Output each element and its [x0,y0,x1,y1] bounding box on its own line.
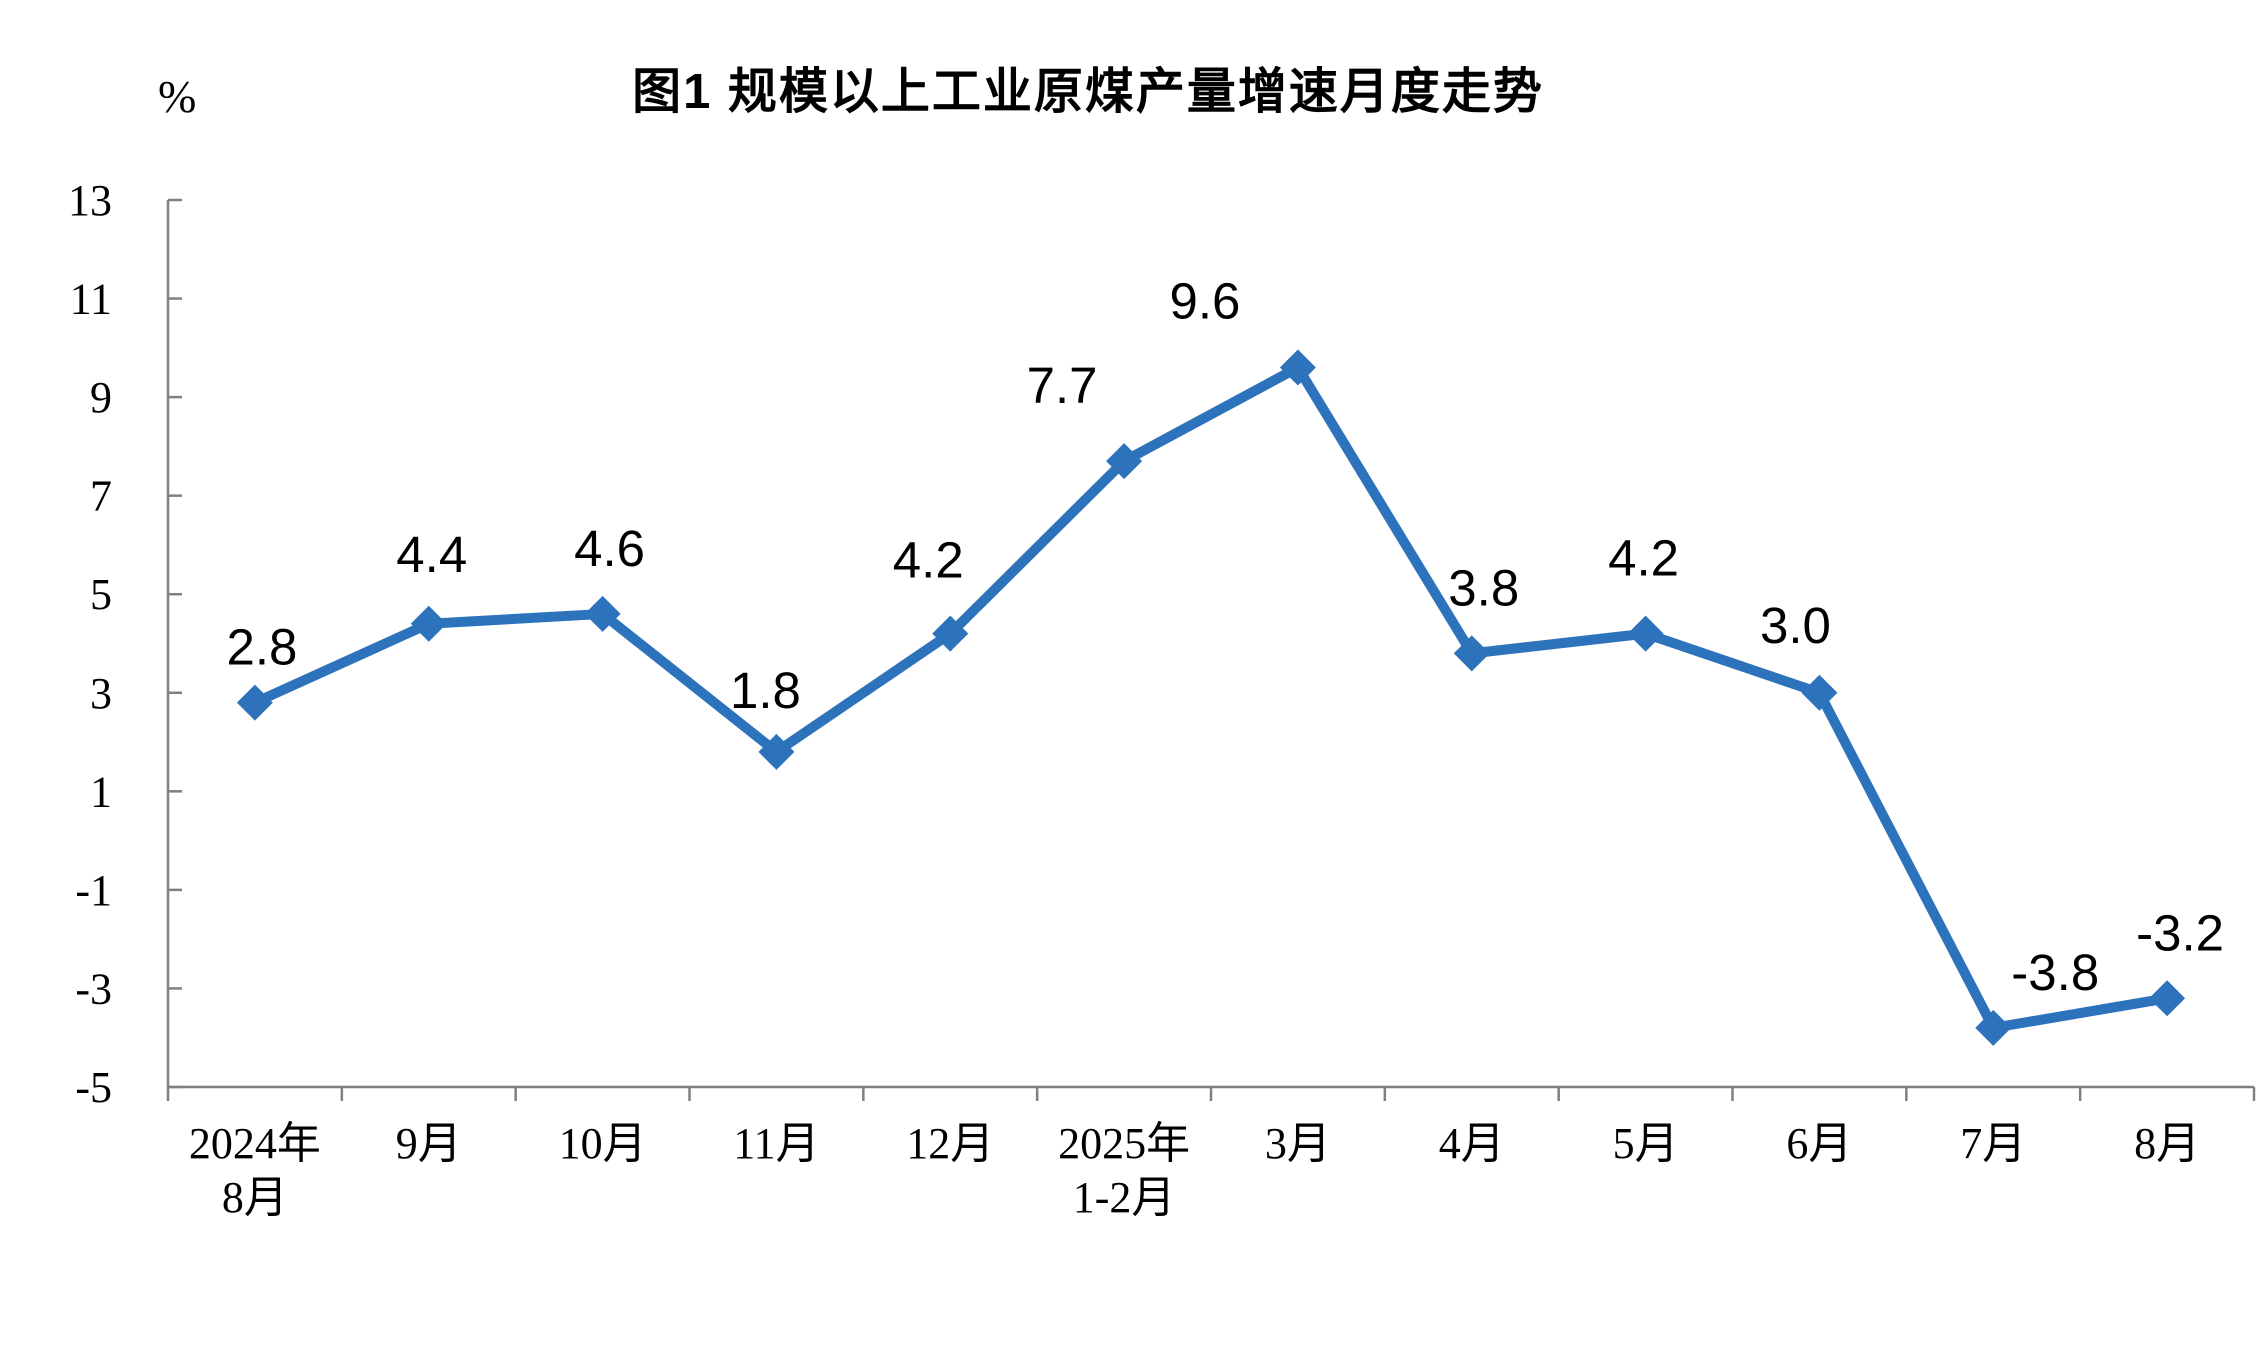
data-point-label: 1.8 [730,662,801,719]
x-tick-label: 9月 [396,1119,462,1168]
x-tick-label: 3月 [1265,1119,1331,1168]
data-point-marker [236,684,273,721]
data-point-marker [1975,1009,2012,1046]
y-tick-label: -1 [75,866,112,915]
y-tick-label: -3 [75,964,112,1013]
x-tick-label: 11月 [733,1119,819,1168]
x-tick-label: 8月 [222,1173,288,1222]
x-tick-label: 4月 [1439,1119,1505,1168]
x-tick-label: 8月 [2134,1119,2200,1168]
y-tick-label: 3 [90,669,112,718]
series-line [249,362,2173,1033]
data-point-marker [410,605,447,642]
x-tick-label: 10月 [559,1119,647,1168]
data-point-label: 9.6 [1169,273,1240,330]
data-point-label: -3.8 [2011,944,2099,1001]
y-tick-label: -5 [75,1063,112,1112]
data-point-marker [1627,615,1664,652]
data-point-marker [1279,349,1316,386]
data-point-marker [932,615,969,652]
y-tick-label: 7 [90,472,112,521]
y-tick-label: 11 [70,275,112,324]
x-tick-label: 5月 [1613,1119,1679,1168]
data-point-label: -3.2 [2136,904,2224,961]
x-tick-label: 1-2月 [1073,1173,1176,1222]
chart-title: 图1 规模以上工业原煤产量增速月度走势 [632,65,1544,119]
data-point-label: 3.0 [1760,597,1831,654]
data-point-label: 2.8 [226,619,297,676]
data-point-marker [1453,635,1490,672]
data-point-marker [1801,674,1838,711]
data-point-marker [1106,443,1143,480]
data-point-label: 4.2 [1608,530,1679,587]
x-tick-label: 12月 [906,1119,994,1168]
data-point-label: 4.6 [574,520,645,577]
y-tick-label: 13 [68,176,112,225]
x-tick-label: 2024年 [189,1119,321,1168]
data-point-marker [584,595,621,632]
data-point-label: 4.2 [893,532,964,589]
data-point-marker [758,733,795,770]
data-point-label: 7.7 [1027,357,1098,414]
x-tick-label: 7月 [1960,1119,2026,1168]
y-tick-label: 1 [90,767,112,816]
data-point-label: 4.4 [396,526,467,583]
y-tick-label: 9 [90,373,112,422]
x-tick-label: 2025年 [1058,1119,1190,1168]
data-point-label: 3.8 [1448,559,1519,616]
x-tick-label: 6月 [1786,1119,1852,1168]
y-axis-unit-label: % [158,71,197,122]
data-point-marker [2149,980,2186,1017]
y-tick-label: 5 [90,570,112,619]
